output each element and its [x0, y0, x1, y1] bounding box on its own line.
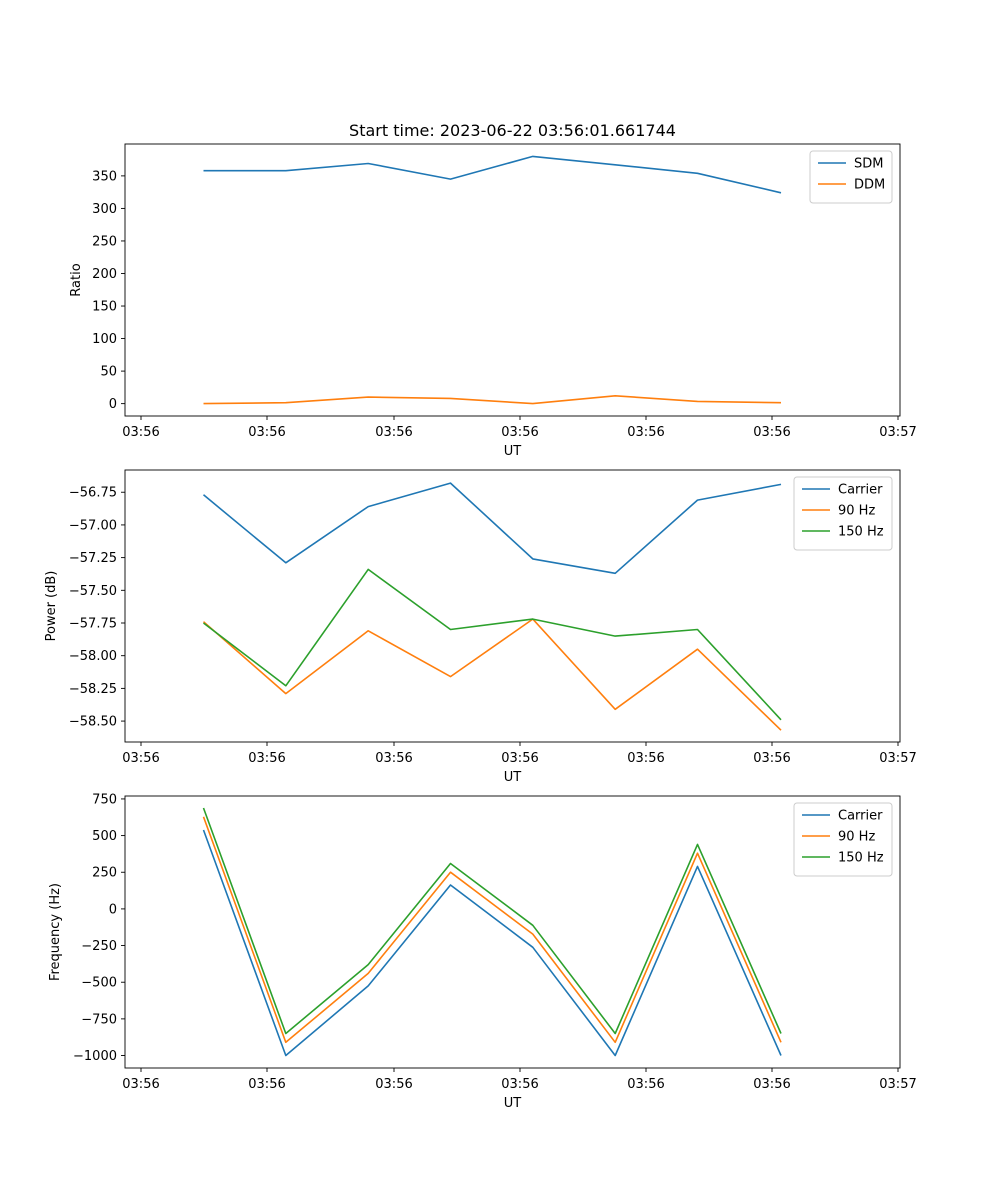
- y-tick-label: 200: [92, 267, 117, 282]
- y-tick-label: 250: [92, 866, 117, 881]
- y-tick-label: 250: [92, 234, 117, 249]
- x-tick-label: 03:56: [248, 1077, 285, 1092]
- y-tick-label: −57.25: [69, 551, 117, 566]
- x-tick-label: 03:56: [501, 425, 538, 440]
- x-tick-label: 03:56: [375, 1077, 412, 1092]
- x-tick-label: 03:56: [753, 751, 790, 766]
- legend-label: DDM: [854, 178, 885, 193]
- y-tick-label: −57.75: [69, 617, 117, 632]
- legend-box: [809, 150, 893, 204]
- x-tick-label: 03:56: [122, 751, 159, 766]
- x-tick-label: 03:57: [879, 425, 916, 440]
- y-tick-label: 0: [109, 902, 117, 917]
- y-tick-label: 300: [92, 202, 117, 217]
- y-tick-label: −250: [81, 939, 117, 954]
- x-tick-label: 03:57: [879, 751, 916, 766]
- y-tick-label: −57.00: [69, 518, 117, 533]
- x-tick-label: 03:56: [375, 425, 412, 440]
- plots-container: 03:56 03:56 03:56 03:56 03:56 03:56 03:57 0 50 10…: [44, 143, 917, 1111]
- series-line-ddm: [203, 394, 782, 405]
- series-line-150-hz: [202, 807, 782, 1035]
- series-line-90-hz: [202, 816, 782, 1044]
- y-tick-label: 100: [92, 332, 117, 347]
- y-tick-label: −750: [81, 1012, 117, 1027]
- legend-label: SDM: [854, 157, 883, 172]
- x-tick-label: 03:56: [627, 1077, 664, 1092]
- y-tick-label: −56.75: [69, 486, 117, 501]
- y-axis-label: Frequency (Hz): [48, 883, 63, 981]
- x-axis-label: UT: [504, 770, 522, 785]
- subplot-3: 03:56 03:56 03:56 03:56 03:56 03:56 03:57 750 50…: [48, 792, 917, 1111]
- x-tick-label: 03:56: [122, 425, 159, 440]
- legend-label: Carrier: [838, 483, 883, 498]
- axes-frame: [124, 795, 901, 1069]
- y-tick-label: −58.50: [69, 715, 117, 730]
- x-tick-label: 03:56: [753, 425, 790, 440]
- y-tick-label: 500: [92, 829, 117, 844]
- series-line-sdm: [203, 155, 782, 194]
- x-tick-label: 03:56: [122, 1077, 159, 1092]
- x-tick-label: 03:56: [501, 751, 538, 766]
- y-tick-label: −500: [81, 976, 117, 991]
- x-tick-label: 03:56: [753, 1077, 790, 1092]
- y-axis-label: Power (dB): [44, 571, 59, 642]
- y-tick-label: 0: [109, 397, 117, 412]
- series-line-150-hz: [203, 568, 782, 721]
- legend-label: 150 Hz: [838, 525, 884, 540]
- x-tick-label: 03:56: [627, 751, 664, 766]
- y-tick-label: −58.25: [69, 682, 117, 697]
- x-tick-label: 03:56: [501, 1077, 538, 1092]
- y-axis-label: Ratio: [69, 263, 84, 296]
- axes-frame: [124, 143, 901, 417]
- x-tick-label: 03:56: [248, 751, 285, 766]
- x-tick-label: 03:56: [375, 751, 412, 766]
- x-axis-label: UT: [504, 1096, 522, 1111]
- y-tick-label: 750: [92, 792, 117, 807]
- chart-title: Start time: 2023-06-22 03:56:01.661744: [349, 121, 676, 140]
- subplot-1: 03:56 03:56 03:56 03:56 03:56 03:56 03:57 0 50 10…: [69, 143, 917, 459]
- y-tick-label: 350: [92, 169, 117, 184]
- y-tick-label: −57.50: [69, 584, 117, 599]
- x-axis-label: UT: [504, 444, 522, 459]
- axes-frame: [124, 469, 901, 743]
- y-tick-label: 50: [100, 365, 117, 380]
- subplot-2: 03:56 03:56 03:56 03:56 03:56 03:56 03:57 −56.7…: [44, 469, 917, 785]
- x-tick-label: 03:56: [627, 425, 664, 440]
- y-tick-label: −1000: [73, 1049, 117, 1064]
- series-line-carrier: [202, 482, 782, 575]
- x-tick-label: 03:57: [879, 1077, 916, 1092]
- x-tick-label: 03:56: [248, 425, 285, 440]
- y-tick-label: −58.00: [69, 649, 117, 664]
- legend-label: Carrier: [838, 809, 883, 824]
- y-tick-label: 150: [92, 300, 117, 315]
- legend-label: 90 Hz: [838, 830, 875, 845]
- legend-label: 90 Hz: [838, 504, 875, 519]
- legend-label: 150 Hz: [838, 851, 884, 866]
- series-line-90-hz: [202, 618, 782, 731]
- series-line-carrier: [202, 829, 782, 1057]
